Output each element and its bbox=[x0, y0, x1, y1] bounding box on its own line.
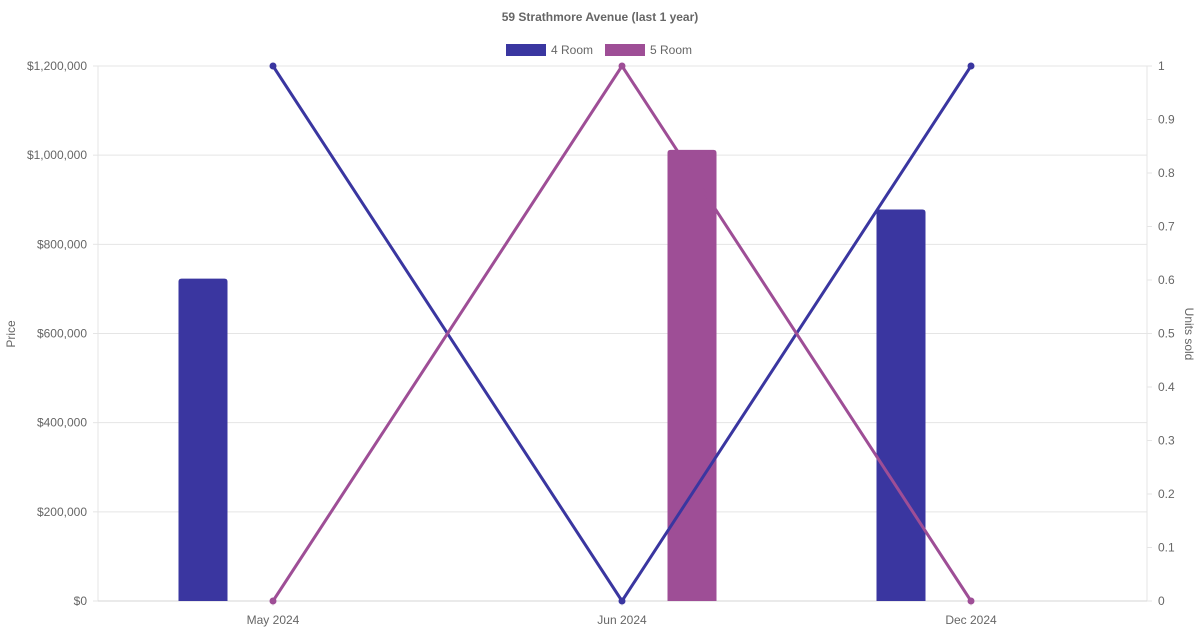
x-tick-label: May 2024 bbox=[247, 613, 300, 627]
left-tick-label: $1,200,000 bbox=[27, 59, 87, 73]
bars bbox=[178, 149, 926, 602]
right-tick-label: 0.8 bbox=[1158, 166, 1175, 180]
legend-label-0: 4 Room bbox=[551, 43, 593, 57]
left-tick-label: $800,000 bbox=[37, 237, 87, 251]
point-5-room-1 bbox=[618, 62, 626, 70]
point-4-room-1 bbox=[618, 597, 626, 605]
left-axis-title: Price bbox=[4, 320, 18, 348]
right-tick-label: 0.4 bbox=[1158, 380, 1175, 394]
chart-title: 59 Strathmore Avenue (last 1 year) bbox=[502, 10, 699, 24]
right-tick-label: 0.1 bbox=[1158, 541, 1175, 555]
legend-swatch-0 bbox=[506, 44, 546, 56]
x-tick-label: Dec 2024 bbox=[945, 613, 997, 627]
lines bbox=[269, 62, 975, 605]
gridlines bbox=[97, 65, 1148, 602]
left-tick-label: $0 bbox=[74, 594, 88, 608]
left-tick-label: $600,000 bbox=[37, 327, 87, 341]
right-axis-title: Units sold bbox=[1182, 308, 1196, 361]
point-4-room-0 bbox=[269, 62, 277, 70]
right-tick-label: 0.9 bbox=[1158, 113, 1175, 127]
bar-4-room-2 bbox=[876, 209, 926, 601]
x-axis: May 2024 Jun 2024 Dec 2024 bbox=[247, 601, 997, 627]
right-tick-label: 0.7 bbox=[1158, 220, 1175, 234]
right-tick-label: 1 bbox=[1158, 59, 1165, 73]
right-tick-label: 0.5 bbox=[1158, 327, 1175, 341]
point-5-room-2 bbox=[967, 597, 975, 605]
left-tick-label: $400,000 bbox=[37, 416, 87, 430]
point-5-room-0 bbox=[269, 597, 277, 605]
left-tick-label: $1,000,000 bbox=[27, 148, 87, 162]
right-tick-label: 0 bbox=[1158, 594, 1165, 608]
right-y-axis: 0 0.1 0.2 0.3 0.4 0.5 0.6 0.7 0.8 0.9 1 bbox=[1147, 59, 1175, 608]
point-4-room-2 bbox=[967, 62, 975, 70]
legend-label-1: 5 Room bbox=[650, 43, 692, 57]
left-tick-label: $200,000 bbox=[37, 505, 87, 519]
right-tick-label: 0.3 bbox=[1158, 434, 1175, 448]
right-tick-label: 0.2 bbox=[1158, 487, 1175, 501]
legend: 4 Room 5 Room bbox=[506, 43, 692, 57]
left-y-axis: $0 $200,000 $400,000 $600,000 $800,000 $1,000… bbox=[27, 59, 98, 608]
right-tick-label: 0.6 bbox=[1158, 273, 1175, 287]
bar-5-room-1 bbox=[667, 149, 717, 602]
legend-swatch-1 bbox=[605, 44, 645, 56]
bar-4-room-0 bbox=[178, 278, 228, 601]
x-tick-label: Jun 2024 bbox=[597, 613, 647, 627]
